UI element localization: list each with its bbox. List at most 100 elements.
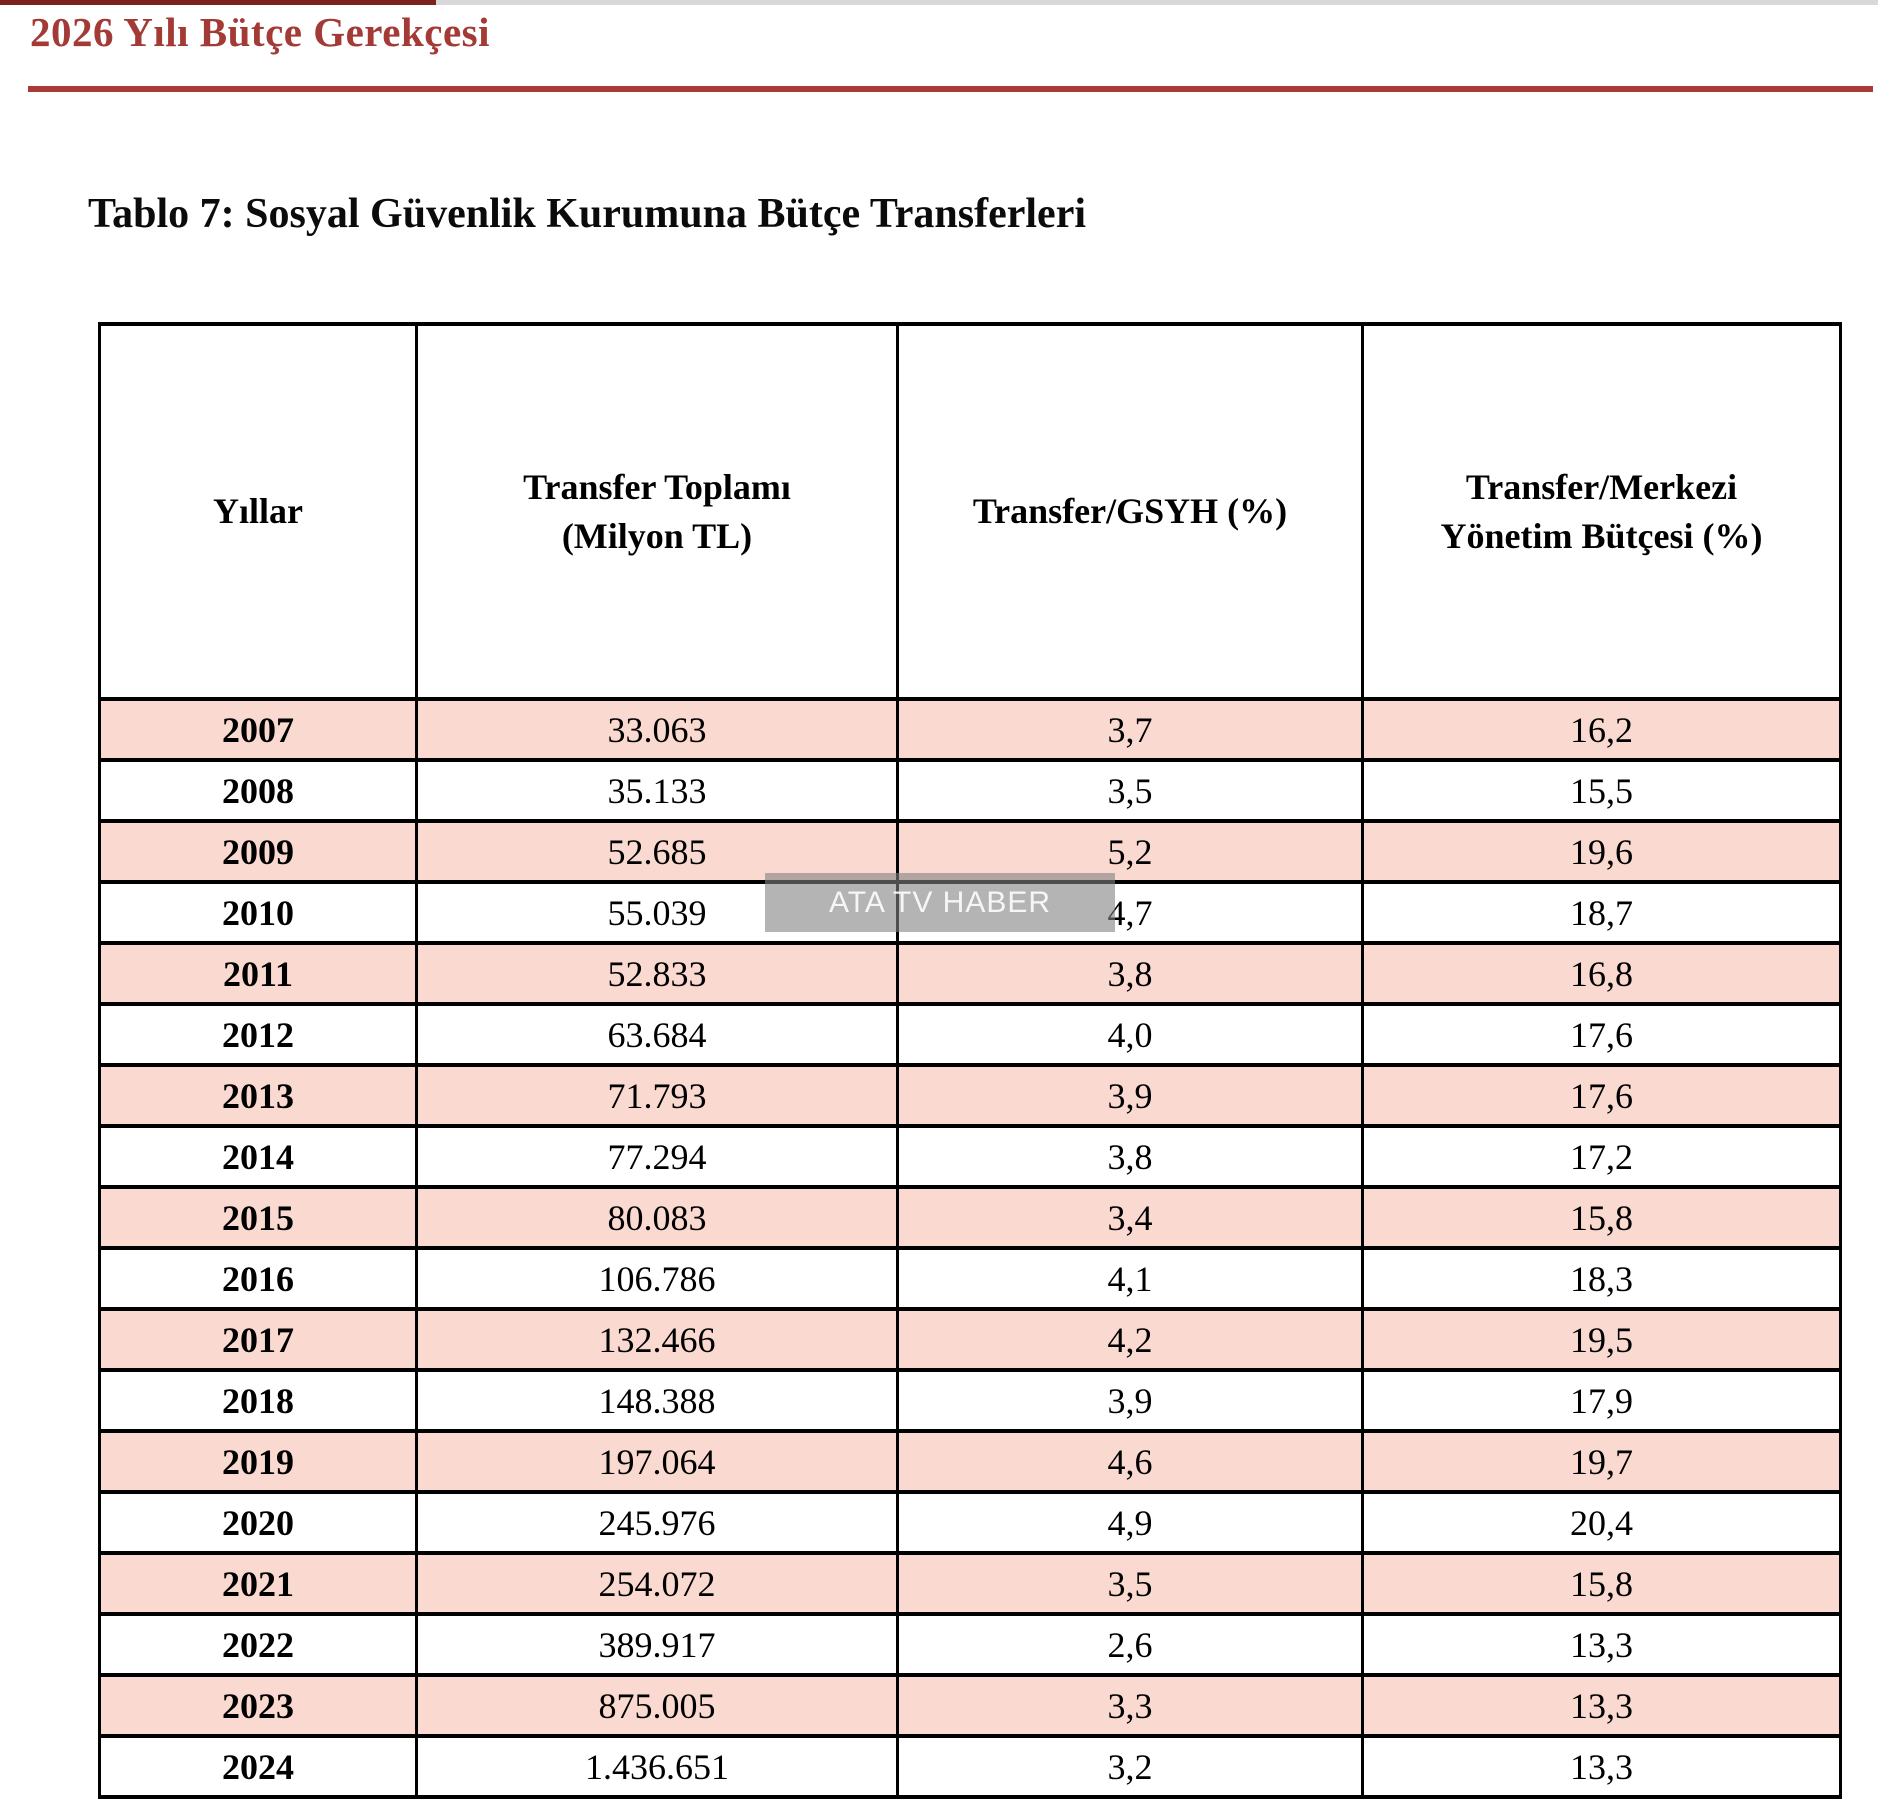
header-divider-rule xyxy=(28,86,1873,92)
year-cell: 2023 xyxy=(98,1673,418,1738)
transfer-merkezi-cell: 13,3 xyxy=(1361,1673,1842,1738)
transfer-merkezi-cell: 17,9 xyxy=(1361,1368,1842,1433)
transfer-gsyh-cell: 3,8 xyxy=(896,1124,1364,1189)
transfer-merkezi-cell: 17,6 xyxy=(1361,1002,1842,1067)
transfer-merkezi-cell: 18,7 xyxy=(1361,880,1842,945)
year-cell: 2009 xyxy=(98,819,418,884)
transfer-merkezi-cell: 18,3 xyxy=(1361,1246,1842,1311)
table-row: 2009 52.685 5,2 19,6 xyxy=(98,819,1842,884)
table-header: Yıllar Transfer Toplamı (Milyon TL) Trans… xyxy=(98,322,1842,701)
year-cell: 2010 xyxy=(98,880,418,945)
transfer-merkezi-cell: 19,7 xyxy=(1361,1429,1842,1494)
transfer-total-cell: 55.039 xyxy=(415,880,899,945)
year-cell: 2008 xyxy=(98,758,418,823)
year-cell: 2013 xyxy=(98,1063,418,1128)
table-row: 2020 245.976 4,9 20,4 xyxy=(98,1490,1842,1555)
transfer-gsyh-cell: 4,1 xyxy=(896,1246,1364,1311)
table-row: 2022 389.917 2,6 13,3 xyxy=(98,1612,1842,1677)
year-cell: 2014 xyxy=(98,1124,418,1189)
transfer-total-cell: 254.072 xyxy=(415,1551,899,1616)
transfer-gsyh-cell: 3,9 xyxy=(896,1368,1364,1433)
transfer-gsyh-cell: 3,9 xyxy=(896,1063,1364,1128)
transfer-gsyh-cell: 3,4 xyxy=(896,1185,1364,1250)
transfer-gsyh-cell: 3,7 xyxy=(896,697,1364,762)
transfer-merkezi-cell: 15,5 xyxy=(1361,758,1842,823)
transfer-total-cell: 106.786 xyxy=(415,1246,899,1311)
table-row: 2015 80.083 3,4 15,8 xyxy=(98,1185,1842,1250)
table-row: 2023 875.005 3,3 13,3 xyxy=(98,1673,1842,1738)
table-row: 2019 197.064 4,6 19,7 xyxy=(98,1429,1842,1494)
year-cell: 2012 xyxy=(98,1002,418,1067)
table-row: 2024 1.436.651 3,2 13,3 xyxy=(98,1734,1842,1799)
transfer-gsyh-cell: 4,0 xyxy=(896,1002,1364,1067)
transfer-total-cell: 33.063 xyxy=(415,697,899,762)
year-cell: 2016 xyxy=(98,1246,418,1311)
transfer-merkezi-cell: 20,4 xyxy=(1361,1490,1842,1555)
column-header-merkezi: Transfer/Merkezi Yönetim Bütçesi (%) xyxy=(1361,322,1842,701)
transfer-gsyh-cell: 4,6 xyxy=(896,1429,1364,1494)
transfer-merkezi-cell: 19,5 xyxy=(1361,1307,1842,1372)
table-row: 2021 254.072 3,5 15,8 xyxy=(98,1551,1842,1616)
table-row: 2018 148.388 3,9 17,9 xyxy=(98,1368,1842,1433)
transfer-total-cell: 35.133 xyxy=(415,758,899,823)
transfer-total-cell: 875.005 xyxy=(415,1673,899,1738)
transfer-total-cell: 245.976 xyxy=(415,1490,899,1555)
year-cell: 2011 xyxy=(98,941,418,1006)
watermark-text: ATA TV HABER xyxy=(828,885,1052,919)
transfer-total-cell: 52.833 xyxy=(415,941,899,1006)
transfer-merkezi-cell: 13,3 xyxy=(1361,1734,1842,1799)
transfer-total-cell: 148.388 xyxy=(415,1368,899,1433)
top-edge-strip xyxy=(0,0,1878,5)
transfer-gsyh-cell: 2,6 xyxy=(896,1612,1364,1677)
transfer-gsyh-cell: 4,9 xyxy=(896,1490,1364,1555)
transfer-total-cell: 389.917 xyxy=(415,1612,899,1677)
table-row: 2012 63.684 4,0 17,6 xyxy=(98,1002,1842,1067)
transfer-total-cell: 63.684 xyxy=(415,1002,899,1067)
transfer-total-cell: 80.083 xyxy=(415,1185,899,1250)
column-header-gsyh: Transfer/GSYH (%) xyxy=(896,322,1364,701)
transfer-merkezi-cell: 16,2 xyxy=(1361,697,1842,762)
transfer-gsyh-cell: 3,3 xyxy=(896,1673,1364,1738)
table-body: 2007 33.063 3,7 16,2 2008 35.133 3,5 15,5 2009 52… xyxy=(98,697,1842,1799)
transfer-merkezi-cell: 19,6 xyxy=(1361,819,1842,884)
watermark-overlay: ATA TV HABER xyxy=(765,873,1115,932)
transfer-total-cell: 197.064 xyxy=(415,1429,899,1494)
transfer-merkezi-cell: 15,8 xyxy=(1361,1185,1842,1250)
column-header-toplam: Transfer Toplamı (Milyon TL) xyxy=(415,322,899,701)
top-edge-strip-red-segment xyxy=(0,0,436,5)
transfer-merkezi-cell: 17,2 xyxy=(1361,1124,1842,1189)
year-cell: 2019 xyxy=(98,1429,418,1494)
year-cell: 2007 xyxy=(98,697,418,762)
table-row: 2011 52.833 3,8 16,8 xyxy=(98,941,1842,1006)
year-cell: 2017 xyxy=(98,1307,418,1372)
document-header-title: 2026 Yılı Bütçe Gerekçesi xyxy=(30,9,490,55)
transfer-total-cell: 132.466 xyxy=(415,1307,899,1372)
transfer-merkezi-cell: 13,3 xyxy=(1361,1612,1842,1677)
transfer-merkezi-cell: 16,8 xyxy=(1361,941,1842,1006)
table-row: 2016 106.786 4,1 18,3 xyxy=(98,1246,1842,1311)
table-row: 2010 55.039 4,7 18,7 xyxy=(98,880,1842,945)
transfer-total-cell: 71.793 xyxy=(415,1063,899,1128)
year-cell: 2024 xyxy=(98,1734,418,1799)
table-row: 2014 77.294 3,8 17,2 xyxy=(98,1124,1842,1189)
column-header-yillar: Yıllar xyxy=(98,322,418,701)
year-cell: 2020 xyxy=(98,1490,418,1555)
table-row: 2017 132.466 4,2 19,5 xyxy=(98,1307,1842,1372)
transfer-merkezi-cell: 17,6 xyxy=(1361,1063,1842,1128)
table-header-row: Yıllar Transfer Toplamı (Milyon TL) Trans… xyxy=(98,322,1842,701)
table-row: 2008 35.133 3,5 15,5 xyxy=(98,758,1842,823)
transfer-total-cell: 77.294 xyxy=(415,1124,899,1189)
table-row: 2013 71.793 3,9 17,6 xyxy=(98,1063,1842,1128)
year-cell: 2022 xyxy=(98,1612,418,1677)
table-row: 2007 33.063 3,7 16,2 xyxy=(98,697,1842,762)
year-cell: 2021 xyxy=(98,1551,418,1616)
table-caption: Tablo 7: Sosyal Güvenlik Kurumuna Bütçe … xyxy=(88,191,1087,237)
transfer-gsyh-cell: 3,5 xyxy=(896,758,1364,823)
budget-transfers-table: Yıllar Transfer Toplamı (Milyon TL) Trans… xyxy=(98,322,1842,1799)
transfer-gsyh-cell: 3,5 xyxy=(896,1551,1364,1616)
transfer-merkezi-cell: 15,8 xyxy=(1361,1551,1842,1616)
transfer-gsyh-cell: 3,2 xyxy=(896,1734,1364,1799)
year-cell: 2018 xyxy=(98,1368,418,1433)
transfer-gsyh-cell: 4,2 xyxy=(896,1307,1364,1372)
transfer-total-cell: 1.436.651 xyxy=(415,1734,899,1799)
